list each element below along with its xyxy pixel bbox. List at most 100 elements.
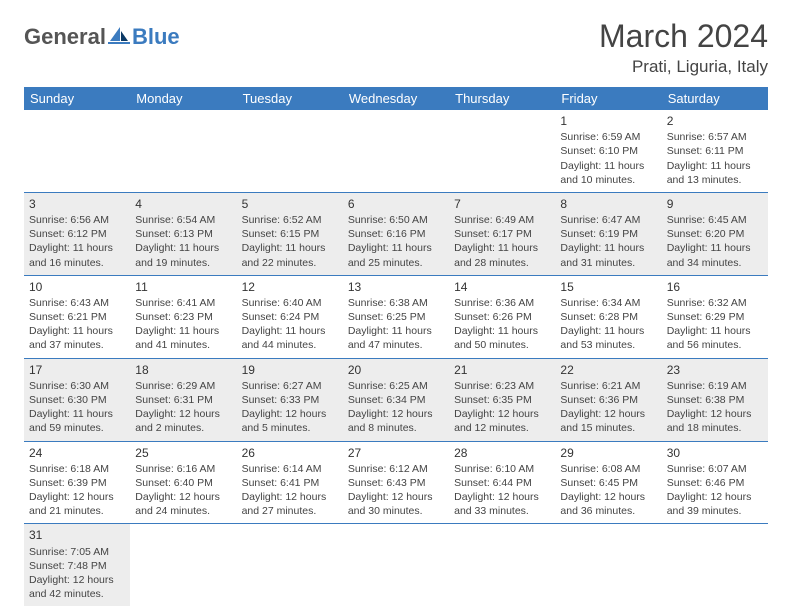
day-detail: Daylight: 12 hours: [29, 573, 125, 587]
day-detail: and 24 minutes.: [135, 504, 231, 518]
calendar-cell: [237, 110, 343, 192]
day-number: 3: [29, 196, 125, 212]
calendar-cell: 4Sunrise: 6:54 AMSunset: 6:13 PMDaylight…: [130, 192, 236, 275]
day-detail: Daylight: 12 hours: [242, 407, 338, 421]
day-detail: Sunset: 6:41 PM: [242, 476, 338, 490]
brand-logo: General Blue: [24, 18, 180, 50]
day-detail: and 41 minutes.: [135, 338, 231, 352]
calendar-week: 24Sunrise: 6:18 AMSunset: 6:39 PMDayligh…: [24, 441, 768, 524]
day-detail: Sunset: 6:33 PM: [242, 393, 338, 407]
day-detail: Sunset: 6:25 PM: [348, 310, 444, 324]
day-detail: Sunrise: 6:14 AM: [242, 462, 338, 476]
day-detail: and 53 minutes.: [560, 338, 656, 352]
day-detail: Sunrise: 6:25 AM: [348, 379, 444, 393]
day-detail: Daylight: 11 hours: [242, 324, 338, 338]
day-detail: Sunset: 6:13 PM: [135, 227, 231, 241]
day-number: 12: [242, 279, 338, 295]
day-detail: Sunrise: 6:16 AM: [135, 462, 231, 476]
day-detail: and 18 minutes.: [667, 421, 763, 435]
day-number: 4: [135, 196, 231, 212]
calendar-cell: [24, 110, 130, 192]
day-detail: and 27 minutes.: [242, 504, 338, 518]
day-number: 25: [135, 445, 231, 461]
day-detail: Sunset: 6:44 PM: [454, 476, 550, 490]
day-number: 9: [667, 196, 763, 212]
calendar-cell: 31Sunrise: 7:05 AMSunset: 7:48 PMDayligh…: [24, 524, 130, 606]
day-detail: and 25 minutes.: [348, 256, 444, 270]
calendar-cell: 1Sunrise: 6:59 AMSunset: 6:10 PMDaylight…: [555, 110, 661, 192]
day-detail: Daylight: 12 hours: [135, 490, 231, 504]
day-detail: Sunrise: 6:07 AM: [667, 462, 763, 476]
day-number: 30: [667, 445, 763, 461]
calendar-cell: [449, 110, 555, 192]
day-number: 24: [29, 445, 125, 461]
day-detail: Daylight: 11 hours: [667, 159, 763, 173]
calendar-cell: 16Sunrise: 6:32 AMSunset: 6:29 PMDayligh…: [662, 275, 768, 358]
weekday-header: Saturday: [662, 87, 768, 110]
calendar-cell: 19Sunrise: 6:27 AMSunset: 6:33 PMDayligh…: [237, 358, 343, 441]
day-detail: Sunrise: 6:45 AM: [667, 213, 763, 227]
day-number: 13: [348, 279, 444, 295]
day-detail: and 13 minutes.: [667, 173, 763, 187]
day-detail: and 34 minutes.: [667, 256, 763, 270]
day-detail: Sunrise: 6:36 AM: [454, 296, 550, 310]
day-number: 1: [560, 113, 656, 129]
day-detail: Daylight: 12 hours: [667, 407, 763, 421]
day-detail: Sunrise: 6:49 AM: [454, 213, 550, 227]
calendar-cell: 28Sunrise: 6:10 AMSunset: 6:44 PMDayligh…: [449, 441, 555, 524]
weekday-header: Friday: [555, 87, 661, 110]
day-number: 21: [454, 362, 550, 378]
weekday-row: SundayMondayTuesdayWednesdayThursdayFrid…: [24, 87, 768, 110]
day-detail: Sunset: 6:23 PM: [135, 310, 231, 324]
calendar-cell: [237, 524, 343, 606]
title-block: March 2024 Prati, Liguria, Italy: [599, 18, 768, 77]
day-detail: Daylight: 11 hours: [29, 407, 125, 421]
day-number: 26: [242, 445, 338, 461]
day-detail: Daylight: 12 hours: [29, 490, 125, 504]
day-detail: Sunrise: 6:50 AM: [348, 213, 444, 227]
day-number: 28: [454, 445, 550, 461]
brand-part2: Blue: [132, 24, 180, 50]
calendar-cell: 27Sunrise: 6:12 AMSunset: 6:43 PMDayligh…: [343, 441, 449, 524]
calendar-cell: 26Sunrise: 6:14 AMSunset: 6:41 PMDayligh…: [237, 441, 343, 524]
day-detail: Sunset: 6:17 PM: [454, 227, 550, 241]
calendar-cell: [343, 524, 449, 606]
weekday-header: Sunday: [24, 87, 130, 110]
day-detail: and 8 minutes.: [348, 421, 444, 435]
day-detail: Sunrise: 6:40 AM: [242, 296, 338, 310]
day-detail: Sunset: 6:45 PM: [560, 476, 656, 490]
day-detail: Sunset: 6:34 PM: [348, 393, 444, 407]
day-number: 27: [348, 445, 444, 461]
calendar-cell: 25Sunrise: 6:16 AMSunset: 6:40 PMDayligh…: [130, 441, 236, 524]
day-detail: Sunrise: 6:56 AM: [29, 213, 125, 227]
calendar-cell: 18Sunrise: 6:29 AMSunset: 6:31 PMDayligh…: [130, 358, 236, 441]
weekday-header: Wednesday: [343, 87, 449, 110]
calendar-cell: [130, 524, 236, 606]
day-detail: and 22 minutes.: [242, 256, 338, 270]
day-detail: Daylight: 12 hours: [135, 407, 231, 421]
day-detail: Sunrise: 6:18 AM: [29, 462, 125, 476]
day-detail: Sunrise: 6:23 AM: [454, 379, 550, 393]
day-number: 29: [560, 445, 656, 461]
day-number: 18: [135, 362, 231, 378]
day-detail: Sunset: 6:39 PM: [29, 476, 125, 490]
day-detail: and 10 minutes.: [560, 173, 656, 187]
day-detail: and 33 minutes.: [454, 504, 550, 518]
day-detail: Sunrise: 7:05 AM: [29, 545, 125, 559]
day-detail: and 30 minutes.: [348, 504, 444, 518]
day-detail: Sunset: 6:12 PM: [29, 227, 125, 241]
sail-icon: [108, 25, 130, 50]
day-detail: Daylight: 12 hours: [560, 407, 656, 421]
calendar-cell: 20Sunrise: 6:25 AMSunset: 6:34 PMDayligh…: [343, 358, 449, 441]
day-detail: Sunset: 6:16 PM: [348, 227, 444, 241]
day-detail: and 44 minutes.: [242, 338, 338, 352]
calendar-week: 31Sunrise: 7:05 AMSunset: 7:48 PMDayligh…: [24, 524, 768, 606]
day-detail: Daylight: 12 hours: [348, 490, 444, 504]
day-detail: Sunset: 6:24 PM: [242, 310, 338, 324]
day-detail: Sunrise: 6:08 AM: [560, 462, 656, 476]
day-number: 14: [454, 279, 550, 295]
day-detail: and 59 minutes.: [29, 421, 125, 435]
day-detail: Daylight: 11 hours: [348, 324, 444, 338]
day-detail: Sunrise: 6:59 AM: [560, 130, 656, 144]
day-detail: Daylight: 11 hours: [29, 241, 125, 255]
